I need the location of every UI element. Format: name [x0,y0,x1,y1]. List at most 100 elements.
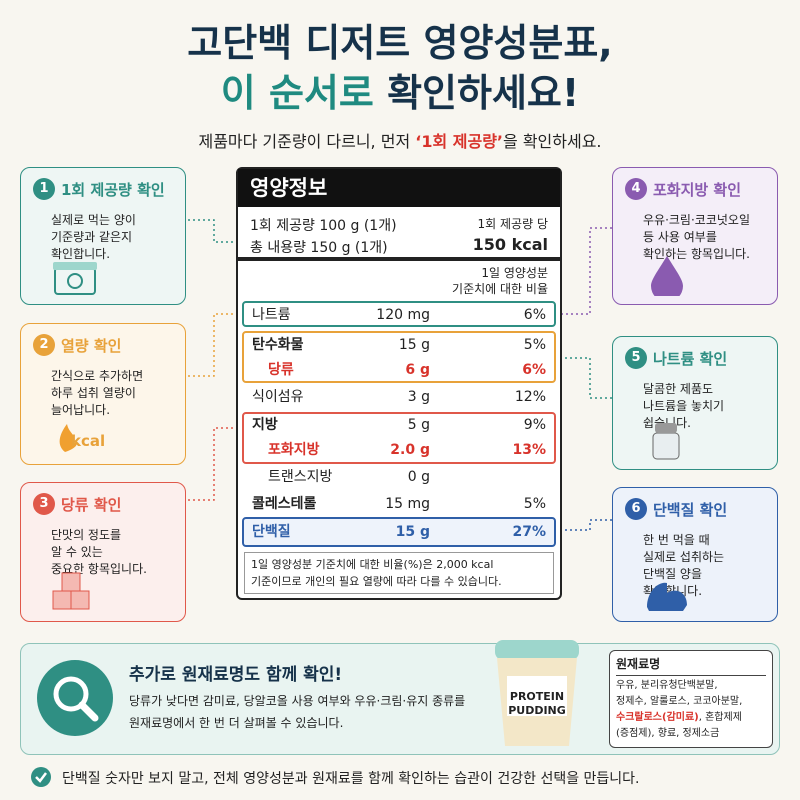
calories: 150 kcal [472,235,548,254]
serving: 1회 제공량 100 g (1개) [250,218,397,234]
card: 3 당류 확인 단맛의 정도를 알 수 있는 중요한 항목입니다. [20,482,186,622]
subtitle-text: 을 확인하세요. [503,132,602,151]
subtitle-highlight: ‘1회 제공량’ [415,132,504,151]
ingredients-panel: 추가로 원재료명도 함께 확인! 당류가 낮다면 감미료, 당알코올 사용 여부… [20,640,780,755]
list-text: , 혼합제제 (증점제), 향료, 정제소금 [616,712,742,739]
nutrient-row: 당류 6 g 6% [238,358,560,382]
card-icon [52,572,90,610]
check-icon [31,767,51,787]
card-title: 1회 제공량 확인 [61,180,165,199]
pudding-cup [495,640,579,746]
nutrient-row: 포화지방 2.0 g 13% [238,438,560,462]
title-text: 확인하세요! [387,71,580,115]
nutrient-row: 단백질 15 g 27% [238,520,560,544]
footnote: 1일 영양성분 기준치에 대한 비율(%)은 2,000 kcal 기준이므로 … [244,552,554,594]
title-highlight: 이 순서로 [220,71,374,115]
nutrient-row: 콜레스테롤 15 mg 5% [238,492,560,516]
highlight-box [242,331,556,383]
card-number: 5 [625,347,647,369]
nutrient-name: 식이섬유 [252,389,304,405]
section-title: 추가로 원재료명도 함께 확인! [129,665,343,685]
card-number: 4 [625,178,647,200]
nutrient-name: 당류 [268,362,294,378]
card-icon [647,582,687,611]
card-number: 1 [33,178,55,200]
subtitle-text: 제품마다 기준량이 다르니, 먼저 [198,132,416,151]
nutrient-percent: 9% [523,417,546,433]
nutrient-percent: 5% [523,337,546,353]
nutrient-percent: 13% [512,442,546,458]
per-serving: 1회 제공량 당 [477,217,548,231]
title: 이 순서로 확인하세요! [0,62,800,117]
cup-label: PROTEIN PUDDING [508,690,566,717]
highlight-box [242,517,556,547]
nutrient-row: 나트륨 120 mg 6% [238,303,560,327]
nutrient-amount: 3 g [407,389,430,405]
percent-header: 1일 영양성분 기준치에 대한 비율 [452,266,548,296]
card-title: 나트륨 확인 [653,349,728,368]
card-number: 6 [625,498,647,520]
highlight-box [242,301,556,327]
nutrient-amount: 120 mg [376,307,430,323]
card-body: 실제로 먹는 양이 기준량과 같은지 확인합니다. [51,213,136,261]
nutrient-amount: 0 g [407,469,430,485]
nutrient-name: 지방 [252,417,278,433]
nutrient-amount: 15 g [398,337,430,353]
total: 총 내용량 150 g (1개) [250,240,388,256]
nutrient-amount: 5 g [407,417,430,433]
nutrition-label: 영양정보 1회 제공량 100 g (1개) 총 내용량 150 g (1개) … [236,167,562,600]
card-title: 포화지방 확인 [653,180,742,199]
list-highlight: 수크랄로스(감미료) [616,712,699,723]
card-title: 단백질 확인 [653,500,728,519]
card-body: 한 번 먹을 때 실제로 섭취하는 단백질 양을 확인합니다. [643,533,725,598]
highlight-box [242,412,556,464]
nutrient-name: 단백질 [252,524,291,540]
card-body: 달콤한 제품도 나트륨을 놓치기 쉽습니다. [643,382,725,430]
nutrient-percent: 6% [522,362,546,378]
card-body: 간식으로 추가하면 하루 섭취 열량이 늘어납니다. [51,369,144,417]
rule [238,257,560,261]
card-icon [651,256,683,296]
list-text: 우유, 분리유청단백분말, 정제수, 알룰로스, 코코아분말, [616,680,743,707]
icon-text: kcal [71,432,106,450]
nutrient-row: 탄수화물 15 g 5% [238,333,560,357]
nutrient-percent: 27% [512,524,546,540]
card-icon [652,423,680,460]
nutrient-name: 포화지방 [268,442,320,458]
nutrient-name: 콜레스테롤 [252,496,317,512]
label-title: 영양정보 [238,169,560,207]
nutrient-percent: 6% [523,307,546,323]
search-icon [37,660,113,736]
section-body: 당류가 낮다면 감미료, 당알코올 사용 여부와 우유·크림·유지 종류를 원재… [129,694,466,730]
nutrient-amount: 2.0 g [390,442,430,458]
nutrient-name: 나트륨 [252,307,291,323]
ingredients-box: 원재료명 우유, 분리유청단백분말, 정제수, 알룰로스, 코코아분말, 수크랄… [609,650,773,748]
card-icon [59,424,77,452]
card-title: 당류 확인 [61,495,122,514]
card: 6 단백질 확인한 번 먹을 때 실제로 섭취하는 단백질 양을 확인합니다. [612,487,778,622]
nutrient-percent: 5% [523,496,546,512]
nutrient-amount: 15 g [395,524,430,540]
card-title: 열량 확인 [61,336,122,355]
title: 고단백 디저트 영양성분표, [187,21,613,65]
nutrient-row: 지방 5 g 9% [238,413,560,437]
nutrient-amount: 15 mg [385,496,430,512]
nutrient-row: 식이섬유 3 g 12% [238,385,560,409]
footer: 단백질 숫자만 보지 말고, 전체 영양성분과 원재료를 함께 확인하는 습관이… [62,771,640,787]
list: 우유, 분리유청단백분말, 정제수, 알룰로스, 코코아분말, 수크랄로스(감미… [616,678,766,742]
card-number: 2 [33,334,55,356]
card-icon [53,262,97,295]
nutrient-name: 트랜스지방 [268,469,333,485]
list-title: 원재료명 [616,655,766,676]
nutrient-row: 트랜스지방 0 g [238,465,560,489]
nutrient-percent: 12% [514,389,546,405]
nutrient-name: 탄수화물 [252,337,304,353]
card-number: 3 [33,493,55,515]
card-body: 우유·크림·코코넛오일 등 사용 여부를 확인하는 항목입니다. [643,213,750,261]
